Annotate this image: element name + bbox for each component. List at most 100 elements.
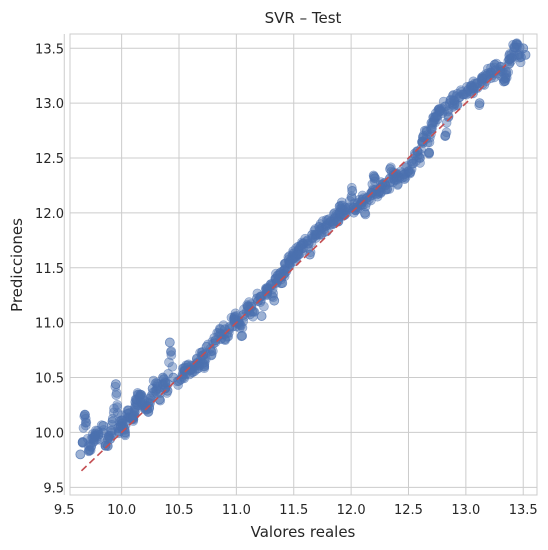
data-point (189, 366, 200, 377)
data-point (405, 167, 416, 177)
data-point (269, 295, 280, 306)
data-point (179, 373, 190, 384)
data-point (237, 330, 248, 341)
data-point (166, 346, 177, 356)
data-point (165, 347, 176, 357)
data-point (504, 59, 515, 69)
data-point (275, 272, 286, 283)
data-points (75, 38, 531, 460)
data-point (335, 208, 346, 219)
y-tick-label: 13.5 (35, 42, 64, 57)
y-tick-label: 9.5 (43, 481, 64, 496)
data-point (501, 70, 512, 80)
data-point (424, 149, 434, 159)
x-axis-label: Valores reales (251, 523, 356, 541)
data-point (215, 323, 225, 334)
data-point (148, 375, 159, 386)
data-point (489, 59, 500, 70)
data-point (285, 258, 295, 269)
data-point (130, 402, 140, 412)
data-point (461, 89, 472, 100)
data-point (109, 403, 119, 414)
data-point (307, 233, 317, 243)
y-tick-label: 11.5 (35, 262, 64, 277)
data-point (303, 238, 314, 249)
data-point (489, 72, 499, 83)
data-point (248, 311, 258, 322)
data-point (419, 125, 430, 136)
data-point (237, 322, 248, 333)
x-tick-label: 9.5 (54, 503, 75, 518)
data-point (160, 378, 171, 388)
data-point (295, 240, 306, 251)
data-point (78, 423, 89, 433)
data-point (135, 389, 146, 400)
data-point (155, 388, 166, 398)
data-point (81, 417, 92, 428)
data-point (514, 42, 525, 53)
data-point (111, 390, 122, 400)
data-point (437, 108, 448, 118)
data-point (370, 176, 380, 187)
data-point (474, 100, 485, 111)
data-point (477, 73, 488, 83)
chart-title: SVR – Test (265, 9, 342, 27)
data-point (337, 197, 347, 208)
data-point (390, 168, 401, 178)
data-point (448, 95, 459, 105)
data-point (344, 195, 355, 206)
data-point (91, 434, 102, 445)
data-point (191, 353, 202, 364)
data-point (440, 130, 451, 141)
data-point (86, 441, 97, 451)
grid (63, 34, 537, 495)
data-point (506, 53, 516, 63)
data-point (428, 117, 438, 128)
data-point (164, 337, 175, 348)
data-point (500, 73, 511, 83)
y-tick-label: 11.0 (35, 317, 64, 332)
data-point (402, 161, 412, 171)
data-point (275, 269, 286, 280)
data-point (115, 420, 126, 431)
data-point (75, 449, 86, 460)
y-tick-label: 10.5 (35, 372, 64, 387)
data-point (236, 331, 247, 342)
data-point (199, 357, 210, 368)
data-point (328, 216, 339, 227)
data-point (132, 388, 143, 398)
data-point (222, 332, 232, 342)
data-point (434, 106, 445, 117)
data-point (515, 57, 526, 68)
y-tick-label: 12.5 (35, 152, 64, 167)
data-point (83, 445, 94, 456)
data-point (422, 137, 433, 148)
data-point (148, 387, 158, 398)
data-point (360, 209, 371, 220)
x-tick-label: 13.5 (509, 503, 538, 518)
data-point (98, 427, 108, 438)
data-point (399, 172, 409, 182)
data-point (129, 405, 140, 416)
data-point (166, 350, 177, 361)
x-tick-label: 11.5 (279, 503, 308, 518)
data-point (416, 144, 426, 154)
data-point (417, 138, 428, 149)
y-tick-labels: 9.5 10.0 10.5 11.0 11.5 12.0 12.5 13.0 13.5 (35, 42, 64, 496)
x-tick-label: 11.0 (222, 503, 251, 518)
data-point (164, 357, 174, 368)
data-point (511, 42, 522, 53)
data-point (337, 200, 348, 211)
data-point (370, 173, 380, 183)
x-tick-label: 12.5 (394, 503, 423, 518)
y-tick-label: 12.0 (35, 207, 64, 222)
reference-line (80, 64, 507, 472)
data-point (108, 407, 119, 418)
data-point (173, 380, 183, 390)
x-tick-labels: 9.5 10.0 10.5 11.0 11.5 12.0 12.5 13.0 13.5 (54, 503, 538, 518)
data-point (311, 233, 321, 243)
data-point (438, 96, 449, 107)
x-tick-label: 12.0 (337, 503, 366, 518)
data-point (110, 381, 121, 392)
